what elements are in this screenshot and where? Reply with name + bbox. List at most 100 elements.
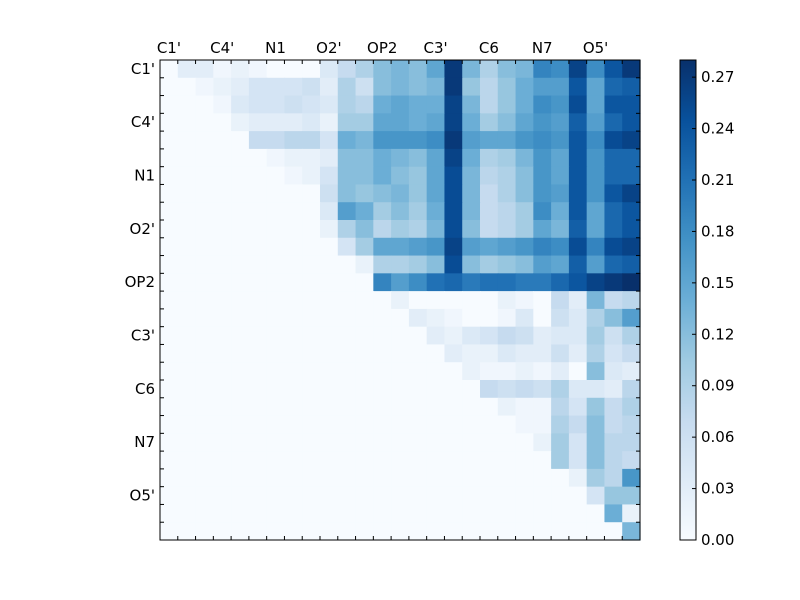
heatmap-cell <box>320 504 339 523</box>
heatmap-cell <box>604 77 623 97</box>
heatmap-cell <box>302 326 321 346</box>
heatmap-cell <box>462 415 481 434</box>
heatmap-cell <box>248 397 268 417</box>
heatmap-cell <box>533 113 552 132</box>
x-tick-labels: C1' C4' N1 O2' OP2 C3' C6 N7 O5' <box>157 39 608 57</box>
heatmap-cell <box>320 273 339 292</box>
heatmap-cell <box>586 344 606 363</box>
heatmap-cell <box>391 131 410 150</box>
heatmap-cell <box>586 166 606 186</box>
heatmap-cell <box>586 131 606 150</box>
heatmap-cell <box>302 397 321 417</box>
heatmap-cell <box>586 433 606 452</box>
heatmap-cell <box>444 344 463 363</box>
heatmap-cell <box>213 220 232 239</box>
heatmap-cell <box>533 148 552 168</box>
heatmap-cell <box>355 148 374 168</box>
heatmap-cell <box>337 504 357 523</box>
heatmap-cell <box>320 166 339 186</box>
heatmap-cell <box>622 397 641 417</box>
heatmap-cell <box>568 113 588 132</box>
heatmap-cell <box>248 220 268 239</box>
heatmap-cell <box>213 522 232 541</box>
heatmap-cell <box>373 486 392 506</box>
heatmap-cell <box>480 95 499 114</box>
heatmap-cell <box>320 308 339 328</box>
heatmap-cell <box>497 202 517 221</box>
heatmap-cell <box>533 451 552 470</box>
heatmap-cell <box>337 486 357 506</box>
heatmap-cell <box>248 433 268 452</box>
heatmap-cell <box>373 504 392 523</box>
heatmap-cell <box>586 184 606 203</box>
heatmap-cell <box>160 77 179 97</box>
heatmap-cell <box>337 113 357 132</box>
heatmap-cell <box>337 166 357 186</box>
heatmap-cell <box>533 131 552 150</box>
heatmap-cell <box>284 362 303 381</box>
heatmap-cell <box>408 77 428 97</box>
heatmap-cell <box>320 237 339 257</box>
heatmap-cell <box>177 468 197 488</box>
heatmap-cell <box>462 308 481 328</box>
heatmap-cell <box>320 60 339 79</box>
heatmap-cell <box>480 255 499 274</box>
y-tick-labels: C1' C4' N1 O2' OP2 C3' C6 N7 O5' <box>125 60 155 505</box>
heatmap-cell <box>426 380 446 399</box>
heatmap-cell <box>515 362 534 381</box>
heatmap-cell <box>177 202 197 221</box>
y-tick-label: C3' <box>131 327 155 345</box>
heatmap-cell <box>426 308 446 328</box>
heatmap-cell <box>622 184 641 203</box>
heatmap-cell <box>391 220 410 239</box>
heatmap-cell <box>355 237 374 257</box>
heatmap-cell <box>213 148 232 168</box>
heatmap-cell <box>533 202 552 221</box>
heatmap-cell <box>391 451 410 470</box>
heatmap-cell <box>284 60 303 79</box>
heatmap-cell <box>515 344 534 363</box>
heatmap-cell <box>373 344 392 363</box>
heatmap-cell <box>604 291 623 310</box>
heatmap-cell <box>497 237 517 257</box>
heatmap-cell <box>355 255 374 274</box>
heatmap-cell <box>391 486 410 506</box>
heatmap-cell <box>426 255 446 274</box>
heatmap-cell <box>551 273 570 292</box>
heatmap-cell <box>355 433 374 452</box>
heatmap-cell <box>284 468 303 488</box>
heatmap-cell <box>373 522 392 541</box>
heatmap-cell <box>426 451 446 470</box>
heatmap-cell <box>266 415 286 434</box>
heatmap-cell <box>551 220 570 239</box>
heatmap-cell <box>177 451 197 470</box>
heatmap-cell <box>391 397 410 417</box>
heatmap-cell <box>213 131 232 150</box>
heatmap-cell <box>426 202 446 221</box>
heatmap-cell <box>160 166 179 186</box>
heatmap-cell <box>551 326 570 346</box>
heatmap-cell <box>355 113 374 132</box>
heatmap-cell <box>231 220 250 239</box>
heatmap-cell <box>604 202 623 221</box>
heatmap-cell <box>497 255 517 274</box>
heatmap-cell <box>266 362 286 381</box>
heatmap-cell <box>586 77 606 97</box>
heatmap-cell <box>355 131 374 150</box>
heatmap-cell <box>302 522 321 541</box>
heatmap-cell <box>604 362 623 381</box>
heatmap-cell <box>604 95 623 114</box>
heatmap-cell <box>195 468 214 488</box>
heatmap-cell <box>480 451 499 470</box>
heatmap-cell <box>355 380 374 399</box>
heatmap-cell <box>622 60 641 79</box>
heatmap-cell <box>480 273 499 292</box>
heatmap-cell <box>391 237 410 257</box>
heatmap-cell <box>408 60 428 79</box>
heatmap-cell <box>444 77 463 97</box>
heatmap-cell <box>373 202 392 221</box>
heatmap-cell <box>515 468 534 488</box>
heatmap-cell <box>408 451 428 470</box>
heatmap-cell <box>355 202 374 221</box>
heatmap-cell <box>444 131 463 150</box>
